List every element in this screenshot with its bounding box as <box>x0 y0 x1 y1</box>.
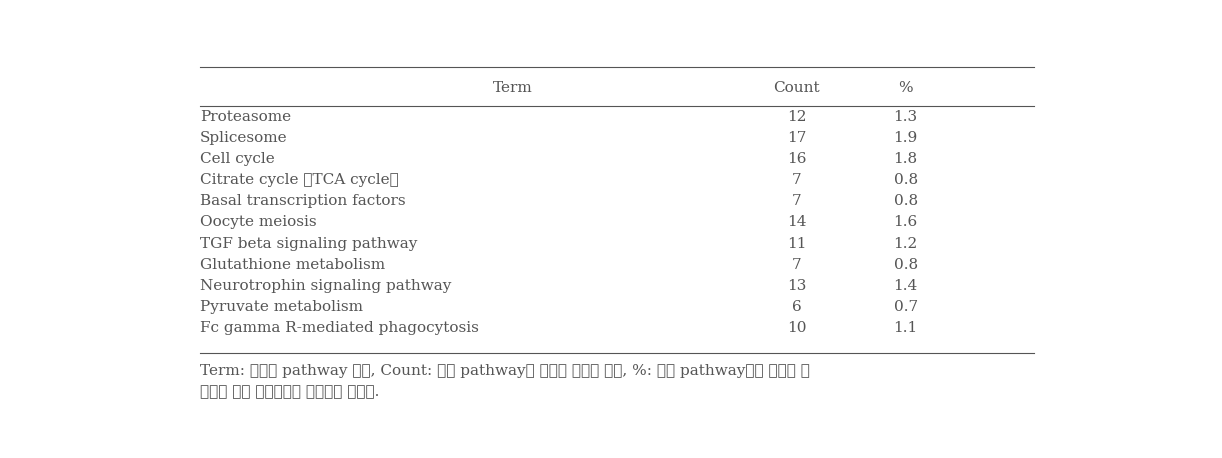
Text: 7: 7 <box>792 173 802 187</box>
Text: 1.2: 1.2 <box>893 237 918 251</box>
Text: Splicesome: Splicesome <box>200 131 287 145</box>
Text: 7: 7 <box>792 194 802 208</box>
Text: 11: 11 <box>787 237 807 251</box>
Text: 0.8: 0.8 <box>893 194 918 208</box>
Text: Citrate cycle （TCA cycle）: Citrate cycle （TCA cycle） <box>200 173 398 187</box>
Text: 7: 7 <box>792 258 802 272</box>
Text: 12: 12 <box>787 109 807 124</box>
Text: Term: 관련된 pathway 이름, Count: 해당 pathway에 일치된 유전자 개수, %: 해당 pathway에서 일치된 유: Term: 관련된 pathway 이름, Count: 해당 pathway에… <box>200 364 810 377</box>
Text: 10: 10 <box>787 321 807 335</box>
Text: 1.8: 1.8 <box>893 152 918 166</box>
Text: Fc gamma R-mediated phagocytosis: Fc gamma R-mediated phagocytosis <box>200 321 479 335</box>
Text: 1.6: 1.6 <box>893 215 918 229</box>
Text: 1.4: 1.4 <box>893 279 918 293</box>
Text: Pyruvate metabolism: Pyruvate metabolism <box>200 300 363 314</box>
Text: Basal transcription factors: Basal transcription factors <box>200 194 406 208</box>
Text: %: % <box>898 82 913 95</box>
Text: Neurotrophin signaling pathway: Neurotrophin signaling pathway <box>200 279 451 293</box>
Text: 6: 6 <box>792 300 802 314</box>
Text: TGF beta signaling pathway: TGF beta signaling pathway <box>200 237 418 251</box>
Text: 13: 13 <box>787 279 807 293</box>
Text: Glutathione metabolism: Glutathione metabolism <box>200 258 385 272</box>
Text: 1.9: 1.9 <box>893 131 918 145</box>
Text: 0.8: 0.8 <box>893 173 918 187</box>
Text: 14: 14 <box>787 215 807 229</box>
Text: Term: Term <box>492 82 533 95</box>
Text: 전자가 전체 유전자에서 차지하는 백분율.: 전자가 전체 유전자에서 차지하는 백분율. <box>200 385 380 399</box>
Text: 1.1: 1.1 <box>893 321 918 335</box>
Text: Cell cycle: Cell cycle <box>200 152 275 166</box>
Text: 16: 16 <box>787 152 807 166</box>
Text: 1.3: 1.3 <box>893 109 918 124</box>
Text: 0.7: 0.7 <box>893 300 918 314</box>
Text: 17: 17 <box>787 131 807 145</box>
Text: Oocyte meiosis: Oocyte meiosis <box>200 215 316 229</box>
Text: Proteasome: Proteasome <box>200 109 291 124</box>
Text: Count: Count <box>774 82 820 95</box>
Text: 0.8: 0.8 <box>893 258 918 272</box>
